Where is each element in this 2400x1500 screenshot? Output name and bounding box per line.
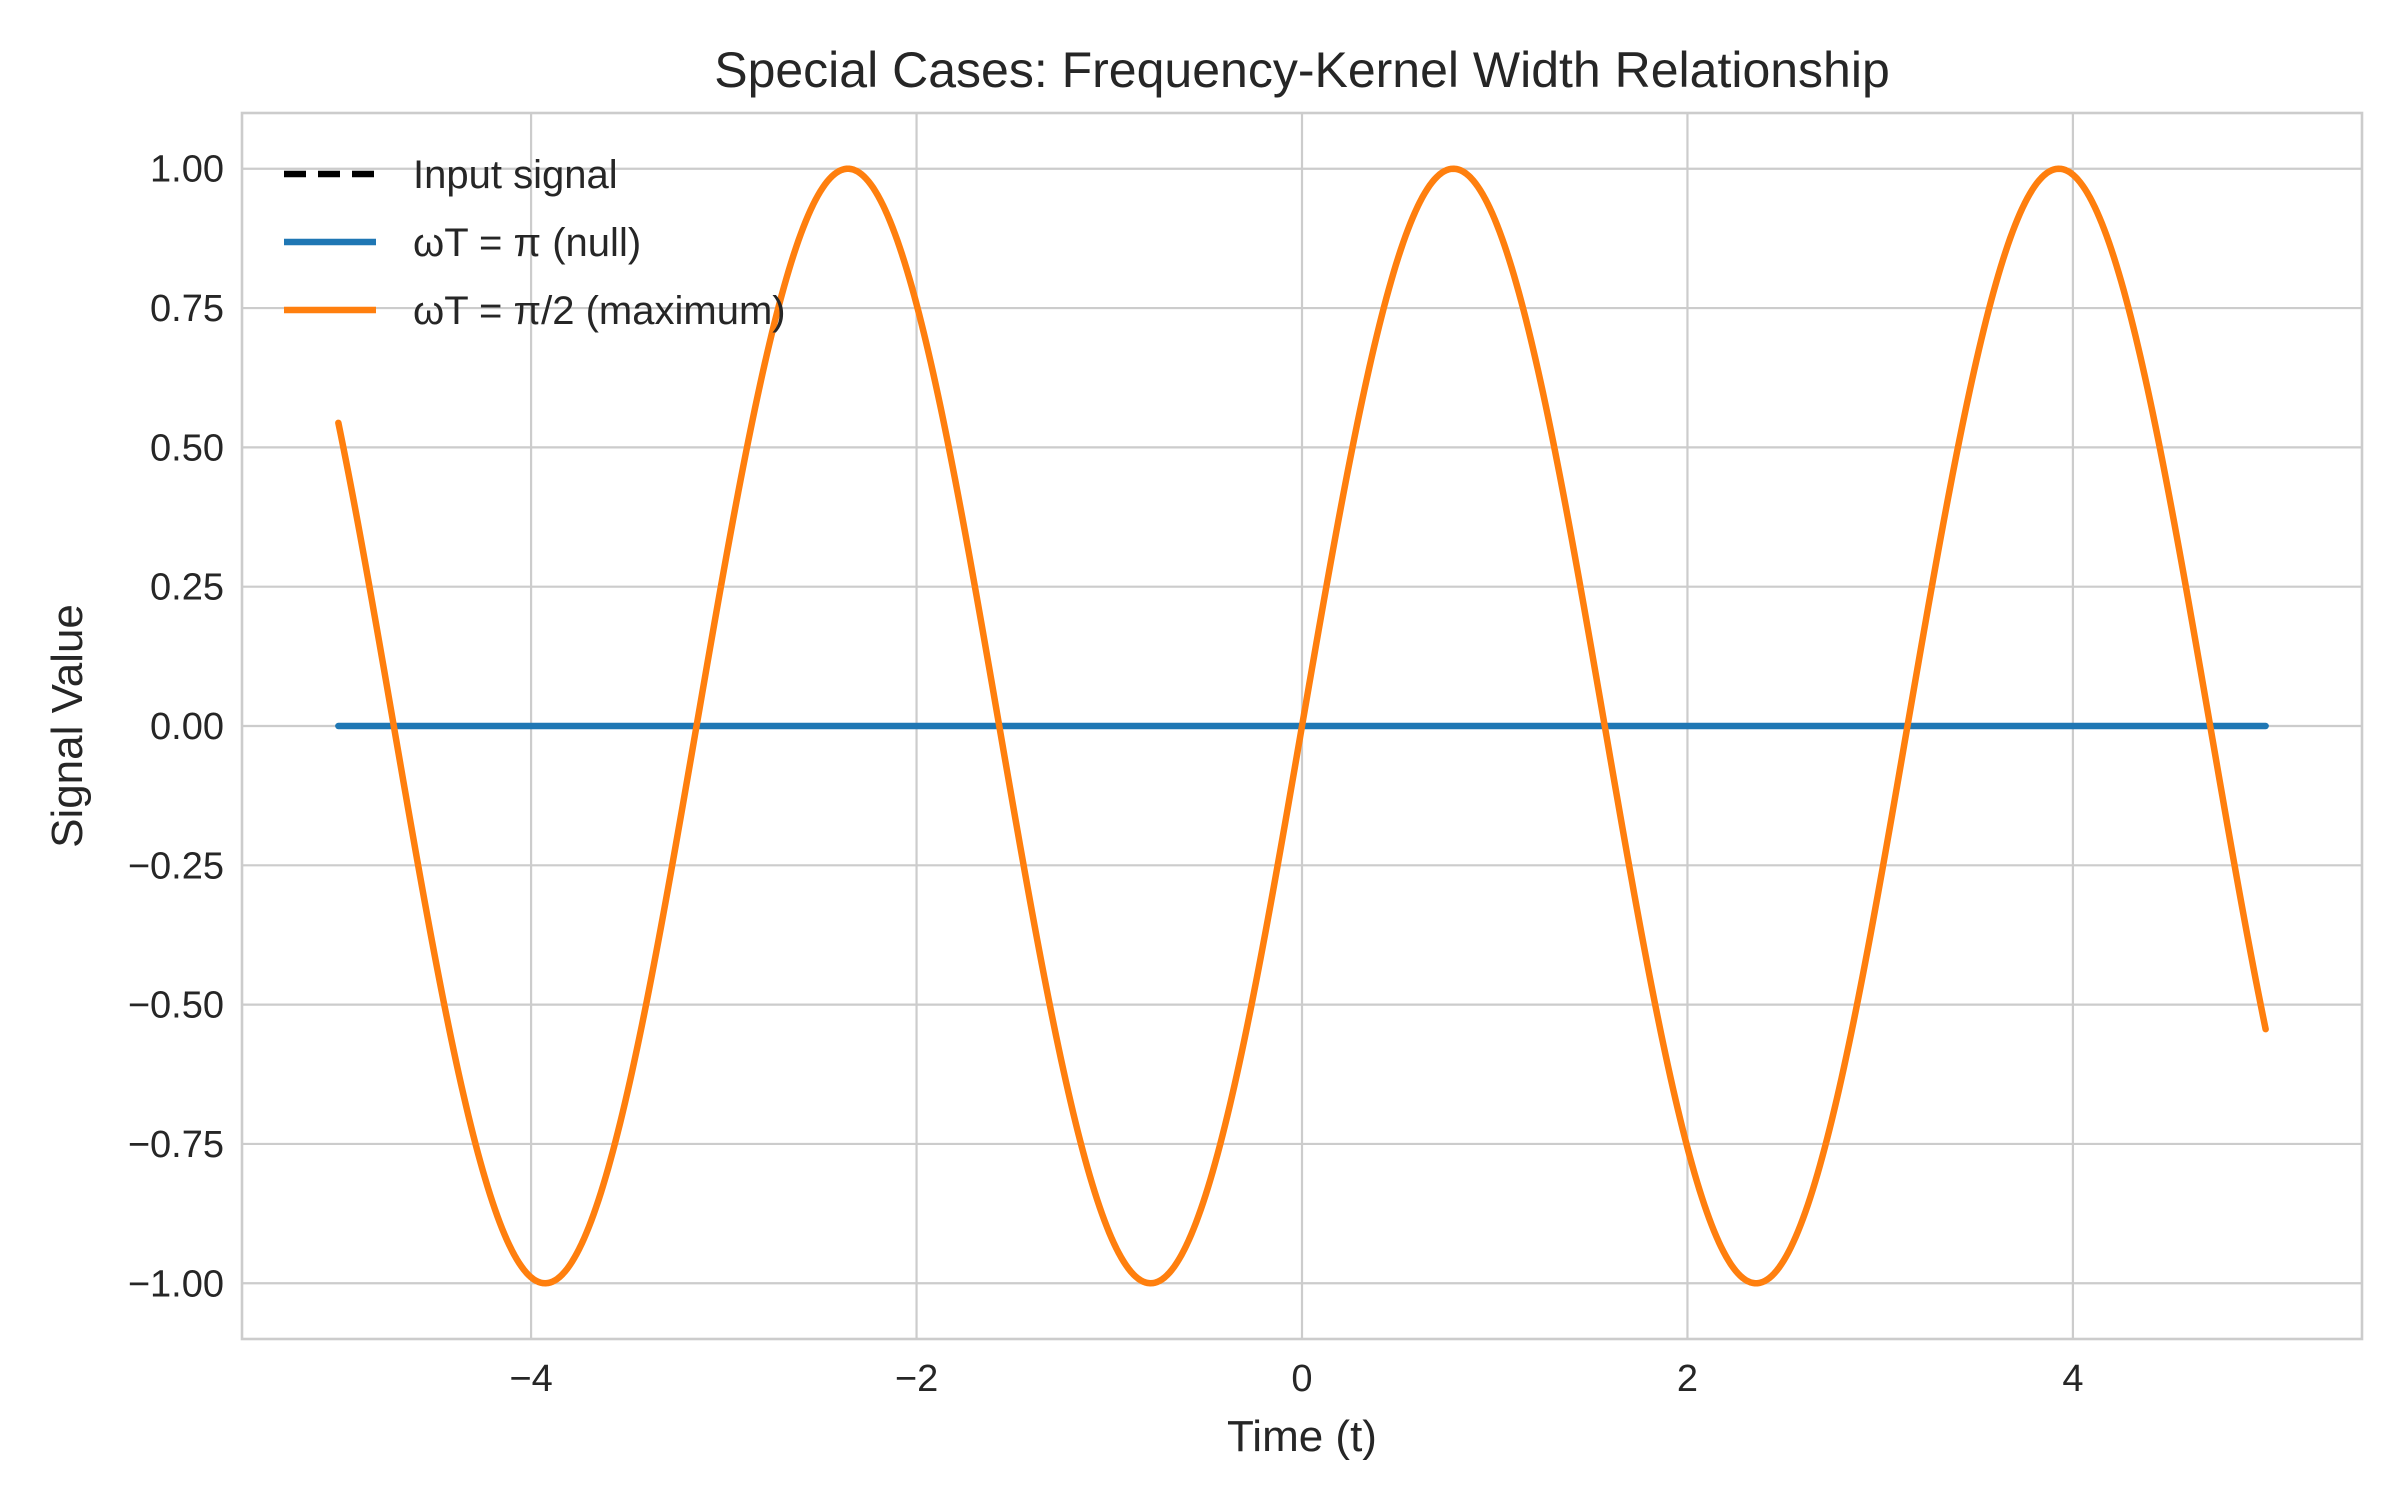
legend-entry: Input signal bbox=[284, 153, 618, 197]
x-tick-label: 2 bbox=[1677, 1358, 1698, 1400]
y-tick-label: −1.00 bbox=[128, 1263, 224, 1305]
legend-entry: ωT = π (null) bbox=[284, 221, 641, 265]
series-line-2 bbox=[335, 165, 2269, 1287]
y-axis-label: Signal Value bbox=[43, 604, 92, 848]
y-tick-label: 1.00 bbox=[150, 149, 224, 191]
x-axis-label: Time (t) bbox=[1227, 1412, 1377, 1461]
y-tick-labels: 1.00 0.75 0.50 0.25 0.00 −0.25 −0.50 −0.75 −1.00 bbox=[128, 149, 224, 1306]
y-tick-label: 0.25 bbox=[150, 567, 224, 609]
x-tick-label: 4 bbox=[2062, 1358, 2083, 1400]
legend-entry: ωT = π/2 (maximum) bbox=[284, 289, 786, 333]
chart-title: Special Cases: Frequency-Kernel Width Re… bbox=[714, 42, 1890, 98]
x-tick-labels: −4 −2 0 2 4 bbox=[509, 1358, 2083, 1400]
y-tick-label: −0.25 bbox=[128, 845, 224, 887]
y-tick-label: −0.50 bbox=[128, 985, 224, 1027]
legend-label: Input signal bbox=[413, 153, 618, 197]
series-layer bbox=[335, 165, 2269, 1287]
x-tick-label: 0 bbox=[1291, 1358, 1312, 1400]
x-tick-label: −4 bbox=[509, 1358, 552, 1400]
legend: Input signal ωT = π (null) ωT = π/2 (maxim… bbox=[284, 153, 786, 333]
y-tick-label: 0.50 bbox=[150, 427, 224, 469]
plot-frame bbox=[240, 111, 2364, 1341]
y-tick-label: −0.75 bbox=[128, 1124, 224, 1166]
x-tick-label: −2 bbox=[895, 1358, 938, 1400]
legend-label: ωT = π (null) bbox=[413, 221, 641, 265]
y-tick-label: 0.00 bbox=[150, 706, 224, 748]
legend-label: ωT = π/2 (maximum) bbox=[413, 289, 786, 333]
y-tick-label: 0.75 bbox=[150, 288, 224, 330]
